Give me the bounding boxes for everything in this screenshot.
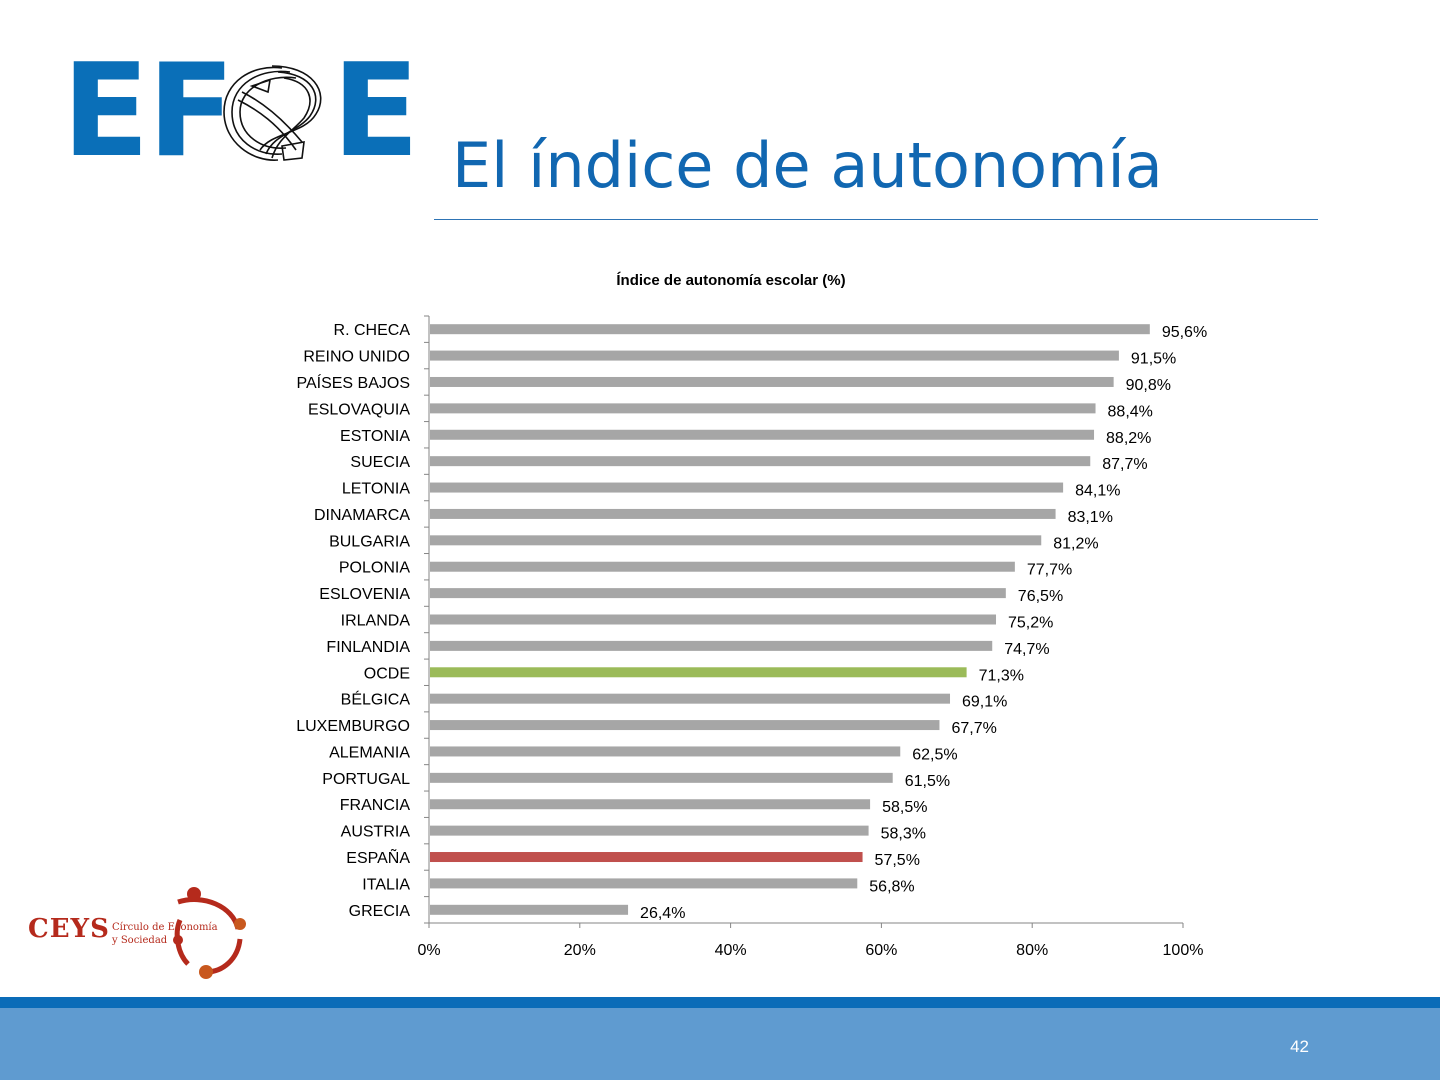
- bar: [430, 640, 993, 651]
- data-label: 83,1%: [1068, 509, 1113, 526]
- ceys-emblem-icon: [173, 887, 246, 979]
- bar: [430, 667, 967, 678]
- category-label: FINLANDIA: [326, 639, 410, 656]
- bar: [430, 508, 1056, 519]
- category-label: OCDE: [364, 665, 410, 682]
- efse-logo: EF E: [62, 48, 419, 176]
- x-tick-label: 100%: [1163, 942, 1204, 959]
- category-label: BÉLGICA: [341, 690, 411, 709]
- ceys-acronym: CEYS: [28, 914, 110, 944]
- category-label: SUECIA: [350, 454, 410, 471]
- category-label: IRLANDA: [341, 613, 411, 630]
- page-title: El índice de autonomía: [452, 129, 1163, 202]
- bar: [430, 482, 1064, 493]
- data-label: 75,2%: [1008, 615, 1053, 632]
- ceys-line1: Círculo de Economía: [112, 922, 218, 933]
- category-label: GRECIA: [349, 903, 411, 920]
- data-label: 90,8%: [1126, 377, 1171, 394]
- data-label: 57,5%: [875, 852, 920, 869]
- footer-bar: [0, 1008, 1440, 1080]
- bar: [430, 429, 1095, 440]
- bar: [430, 561, 1015, 572]
- category-label: LUXEMBURGO: [296, 718, 410, 735]
- bar-chart: Índice de autonomía escolar (%) 0% 20% 40% 6…: [296, 272, 1207, 959]
- bar: [430, 693, 951, 704]
- bar: [430, 799, 871, 810]
- logo-emblem-icon: [223, 65, 322, 161]
- bar: [430, 878, 858, 889]
- data-label: 69,1%: [962, 694, 1007, 711]
- category-label: ESLOVAQUIA: [308, 401, 410, 418]
- bar: [430, 403, 1096, 414]
- data-label: 84,1%: [1075, 483, 1120, 500]
- category-label: PORTUGAL: [322, 771, 410, 788]
- page-number: 42: [1290, 1037, 1309, 1056]
- data-label: 88,2%: [1106, 430, 1151, 447]
- bar: [430, 904, 629, 915]
- category-label: AUSTRIA: [341, 824, 411, 841]
- chart-title: Índice de autonomía escolar (%): [616, 272, 845, 289]
- logo-letter-e: E: [332, 37, 419, 186]
- data-label: 95,6%: [1162, 324, 1207, 341]
- category-label: ESPAÑA: [346, 847, 410, 867]
- category-label: POLONIA: [339, 560, 410, 577]
- category-label: PAÍSES BAJOS: [296, 373, 410, 392]
- data-label: 71,3%: [979, 667, 1024, 684]
- data-label: 58,3%: [881, 826, 926, 843]
- category-label: BULGARIA: [329, 533, 410, 550]
- data-label: 88,4%: [1108, 403, 1153, 420]
- data-label: 67,7%: [951, 720, 996, 737]
- bar: [430, 746, 901, 757]
- data-label: 91,5%: [1131, 351, 1176, 368]
- category-label: ESLOVENIA: [319, 586, 410, 603]
- bar: [430, 535, 1042, 546]
- footer-accent-strip: [0, 997, 1440, 1008]
- bar: [430, 852, 863, 863]
- data-label: 74,7%: [1004, 641, 1049, 658]
- x-tick-label: 60%: [865, 942, 897, 959]
- bar: [430, 720, 940, 731]
- bar: [430, 825, 869, 836]
- title-divider: [434, 219, 1318, 220]
- category-label: FRANCIA: [340, 797, 411, 814]
- data-label: 87,7%: [1102, 456, 1147, 473]
- category-label: LETONIA: [342, 481, 411, 498]
- data-label: 58,5%: [882, 799, 927, 816]
- data-label: 56,8%: [869, 878, 914, 895]
- data-label: 77,7%: [1027, 562, 1072, 579]
- x-tick-label: 40%: [715, 942, 747, 959]
- category-label: ALEMANIA: [329, 744, 410, 761]
- x-tick-label: 80%: [1016, 942, 1048, 959]
- bar: [430, 614, 997, 625]
- logo-letters-ef: EF: [62, 37, 235, 186]
- bar: [430, 772, 893, 783]
- data-label: 61,5%: [905, 773, 950, 790]
- data-label: 81,2%: [1053, 535, 1098, 552]
- bar: [430, 350, 1119, 361]
- data-label: 62,5%: [912, 746, 957, 763]
- category-label: ITALIA: [362, 876, 410, 893]
- bar: [430, 376, 1114, 387]
- data-label: 76,5%: [1018, 588, 1063, 605]
- category-label: REINO UNIDO: [303, 349, 410, 366]
- bar: [430, 456, 1091, 467]
- bar: [430, 324, 1150, 335]
- ceys-line2: y Sociedad: [112, 935, 168, 946]
- x-tick-label: 0%: [417, 942, 440, 959]
- data-label: 26,4%: [640, 905, 685, 922]
- category-label: R. CHECA: [334, 322, 411, 339]
- x-tick-label: 20%: [564, 942, 596, 959]
- bar: [430, 588, 1006, 599]
- ceys-logo: CEYS Círculo de Economía y Sociedad: [28, 884, 258, 984]
- category-label: DINAMARCA: [314, 507, 410, 524]
- category-label: ESTONIA: [340, 428, 410, 445]
